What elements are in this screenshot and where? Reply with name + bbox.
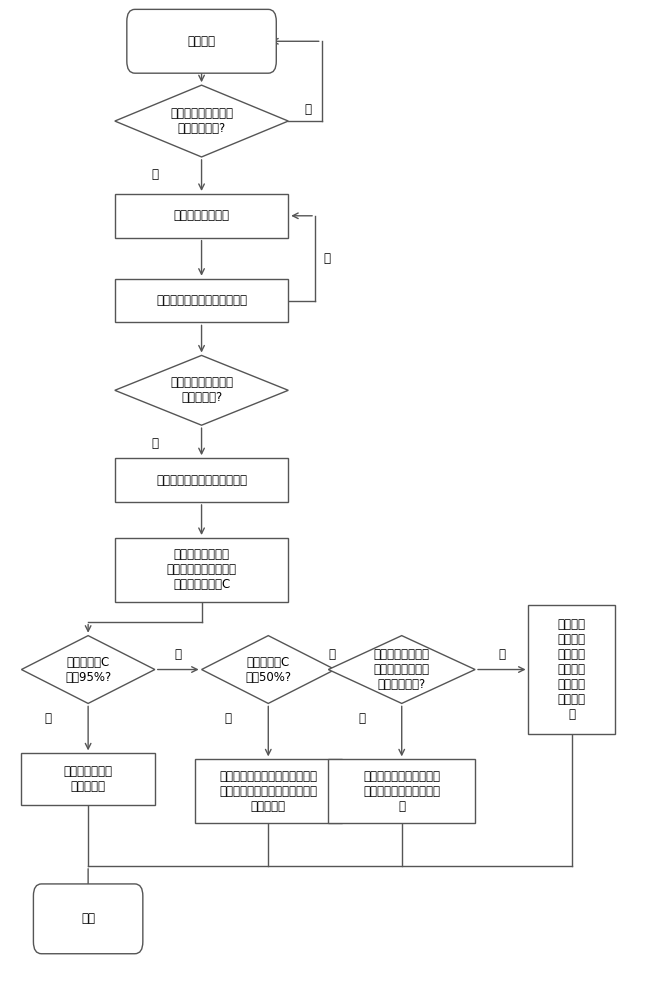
Text: 视频序列: 视频序列 <box>188 35 216 48</box>
Text: 最佳匹配度C
大于95%?: 最佳匹配度C 大于95%? <box>65 656 111 684</box>
Bar <box>529 605 615 734</box>
Text: 用检测器检测帧序列
中是否有人脸?: 用检测器检测帧序列 中是否有人脸? <box>170 107 233 135</box>
Bar <box>115 279 288 322</box>
Polygon shape <box>115 85 288 157</box>
Polygon shape <box>328 636 475 703</box>
Polygon shape <box>21 636 155 703</box>
Text: 收集器收集跟踪到的人脸样本: 收集器收集跟踪到的人脸样本 <box>156 294 247 307</box>
Text: 在线学习
模块直接
将平均脸
加到人脸
类库中并
标注用户
名: 在线学习 模块直接 将平均脸 加到人脸 类库中并 标注用户 名 <box>558 618 586 721</box>
Text: 否: 否 <box>324 252 330 265</box>
Text: 否: 否 <box>498 648 505 661</box>
Text: 分析器判断人脸是否
为可靠样本?: 分析器判断人脸是否 为可靠样本? <box>170 376 233 404</box>
Text: 是: 是 <box>358 712 365 725</box>
Text: 否: 否 <box>175 648 182 661</box>
Bar <box>115 458 288 502</box>
FancyBboxPatch shape <box>34 884 143 954</box>
Text: 用跟踪器跟踪人脸: 用跟踪器跟踪人脸 <box>174 209 230 222</box>
Bar <box>115 194 288 238</box>
Text: 结束: 结束 <box>81 912 95 925</box>
Bar <box>328 759 475 823</box>
Text: 人机交互模块询问得到用户名并
由在线学习模块将平均脸直接加
到人脸类库: 人机交互模块询问得到用户名并 由在线学习模块将平均脸直接加 到人脸类库 <box>219 770 318 813</box>
Text: 人机交互模块通过
询问得到的用户名
在人脸类库中?: 人机交互模块通过 询问得到的用户名 在人脸类库中? <box>374 648 429 691</box>
Text: 否: 否 <box>305 103 312 116</box>
Text: 是: 是 <box>151 168 158 181</box>
Bar <box>195 759 342 823</box>
Text: 识别器计算平均脸
与人脸类库中的最接近
人脸类的匹配度C: 识别器计算平均脸 与人脸类库中的最接近 人脸类的匹配度C <box>167 548 237 591</box>
Bar <box>115 538 288 602</box>
Text: 人机交互模块识
别用户身份: 人机交互模块识 别用户身份 <box>64 765 113 793</box>
Text: 是: 是 <box>151 437 158 450</box>
Text: 最佳匹配度C
大于50%?: 最佳匹配度C 大于50%? <box>245 656 291 684</box>
Polygon shape <box>115 355 288 425</box>
Text: 在线学习模块通过比对类
内最小距离决定更新人脸
类: 在线学习模块通过比对类 内最小距离决定更新人脸 类 <box>363 770 440 813</box>
Text: 分析器对可靠样本建立平均脸: 分析器对可靠样本建立平均脸 <box>156 474 247 487</box>
Text: 否: 否 <box>224 712 232 725</box>
Text: 是: 是 <box>45 712 52 725</box>
Text: 是: 是 <box>328 648 335 661</box>
Polygon shape <box>202 636 335 703</box>
FancyBboxPatch shape <box>127 9 276 73</box>
Bar <box>21 753 155 805</box>
